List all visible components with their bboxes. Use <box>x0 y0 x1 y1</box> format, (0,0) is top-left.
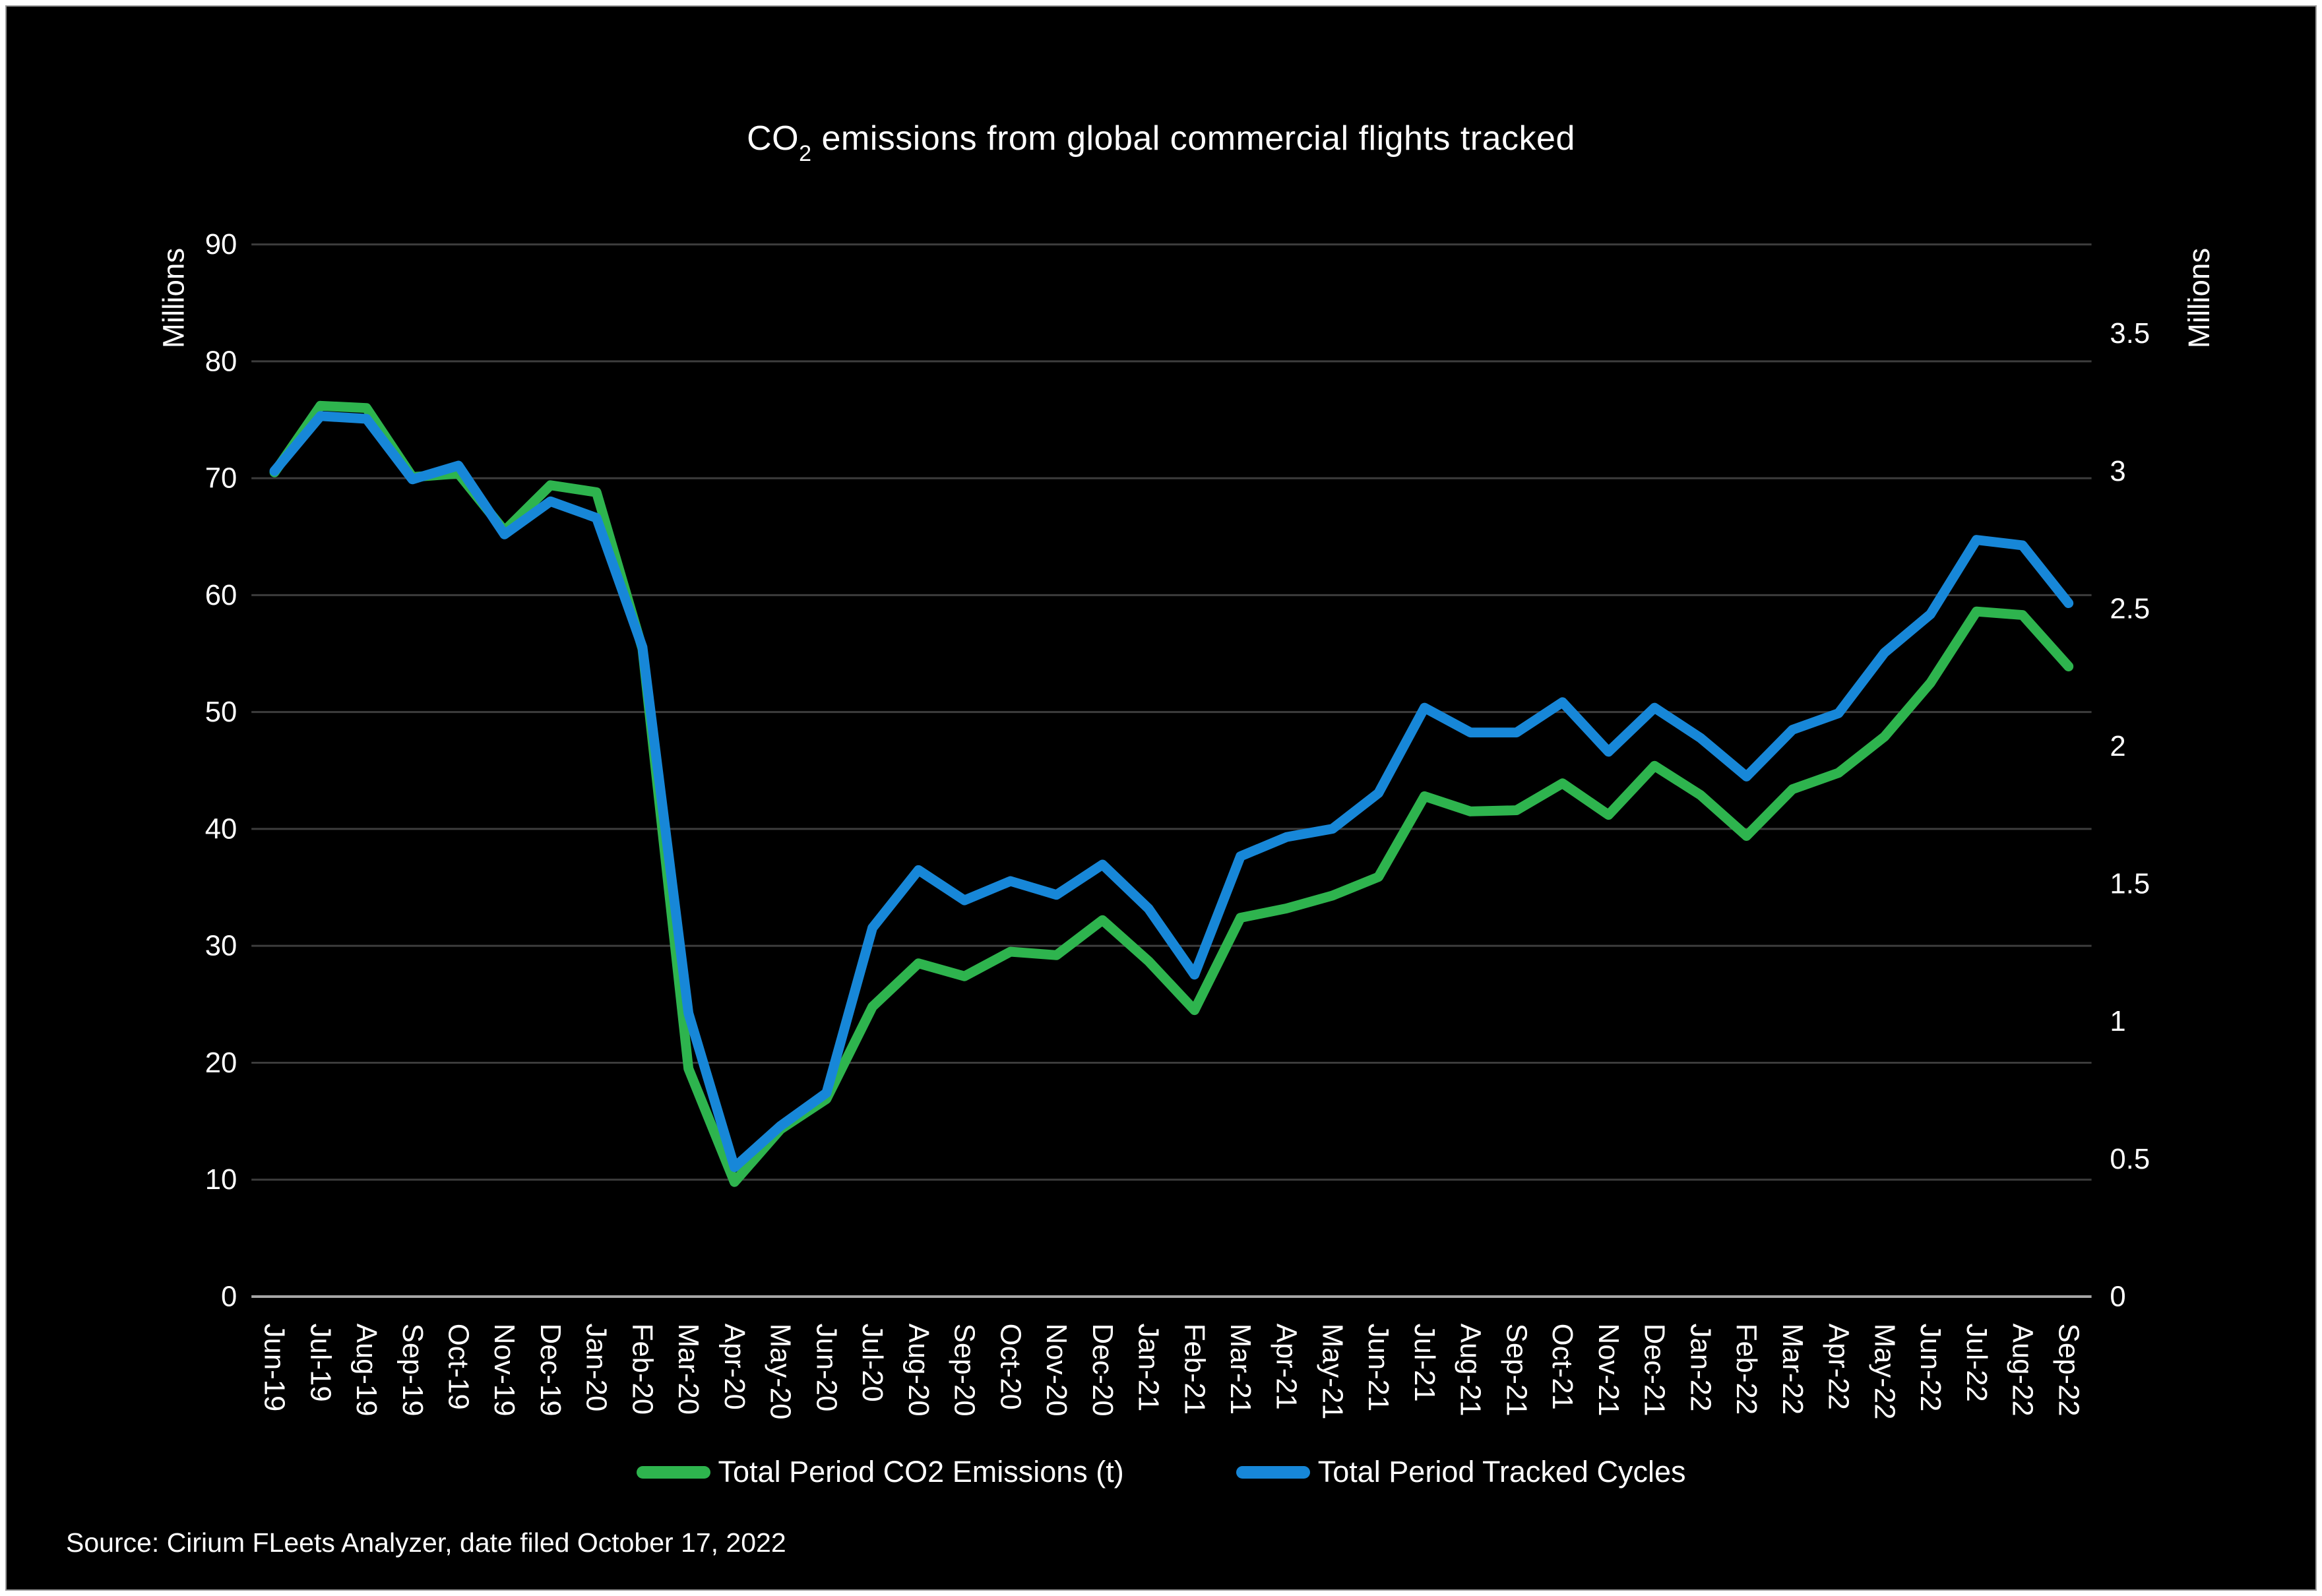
right-axis-tick-label: 3.5 <box>2110 317 2150 350</box>
left-axis-tick-label: 60 <box>205 579 237 611</box>
x-axis-month-label: Jun-20 <box>810 1324 842 1412</box>
left-axis-tick-label: 30 <box>205 930 237 962</box>
x-axis-month-label: Jul-20 <box>856 1324 889 1402</box>
x-axis-month-label: Jul-19 <box>304 1324 336 1402</box>
x-axis-month-label: Jun-21 <box>1362 1324 1395 1412</box>
right-axis-tick-label: 2.5 <box>2110 592 2150 625</box>
right-axis-tick-label: 0 <box>2110 1280 2125 1312</box>
left-axis-tick-label: 10 <box>205 1163 237 1196</box>
x-axis-month-label: Jan-21 <box>1133 1324 1165 1412</box>
legend-swatch-emissions <box>636 1465 710 1479</box>
x-axis-month-label: Sep-21 <box>1500 1324 1532 1417</box>
x-axis-month-label: Aug-21 <box>1455 1324 1487 1417</box>
x-axis-month-label: Oct-20 <box>994 1324 1026 1410</box>
x-axis-month-label: Nov-20 <box>1040 1324 1073 1417</box>
x-axis-month-label: Jun-22 <box>1914 1324 1947 1412</box>
source-note: Source: Cirium FLeets Analyzer, date fil… <box>66 1527 786 1558</box>
x-axis-month-label: Apr-22 <box>1823 1324 1855 1410</box>
legend: Total Period CO2 Emissions (t) Total Per… <box>5 1455 2317 1489</box>
left-axis-tick-label: 70 <box>205 462 237 495</box>
x-axis-month-label: Mar-22 <box>1776 1324 1809 1415</box>
x-axis-month-label: Aug-22 <box>2007 1324 2039 1417</box>
right-axis-tick-label: 0.5 <box>2110 1143 2150 1175</box>
right-axis-tick-label: 2 <box>2110 730 2125 762</box>
legend-item-co2-emissions[interactable]: Total Period CO2 Emissions (t) <box>636 1455 1124 1489</box>
x-axis-month-label: Dec-21 <box>1639 1324 1671 1417</box>
right-axis-tick-label: 1 <box>2110 1005 2125 1037</box>
legend-item-tracked-cycles[interactable]: Total Period Tracked Cycles <box>1236 1455 1686 1489</box>
chart-canvas: CO2 emissions from global commercial fli… <box>5 5 2317 1591</box>
left-axis-tick-label: 90 <box>205 228 237 261</box>
legend-label-cycles: Total Period Tracked Cycles <box>1317 1455 1686 1489</box>
x-axis-month-label: Jul-22 <box>1961 1324 1993 1402</box>
x-axis-month-label: Oct-19 <box>442 1324 474 1410</box>
x-axis-month-label: Apr-21 <box>1271 1324 1303 1410</box>
left-axis-tick-label: 40 <box>205 813 237 845</box>
legend-label-emissions: Total Period CO2 Emissions (t) <box>718 1455 1124 1489</box>
emissions-line <box>269 400 2074 1187</box>
x-axis-month-label: Sep-19 <box>396 1324 429 1417</box>
left-axis-tick-label: 50 <box>205 696 237 728</box>
x-axis-month-label: Aug-19 <box>350 1324 383 1417</box>
x-axis-month-label: Jan-20 <box>580 1324 613 1412</box>
x-axis-month-label: Mar-20 <box>672 1324 705 1415</box>
x-axis-month-label: Mar-21 <box>1224 1324 1257 1415</box>
plot-area: 0 10 20 30 40 50 60 70 80 90 0 0.5 1 1.5 2 2.5 3 3.5 Milli… <box>156 228 2216 1420</box>
left-axis-tick-label: 20 <box>205 1047 237 1079</box>
x-axis-month-label: Nov-19 <box>488 1324 520 1417</box>
left-axis-tick-label: 0 <box>221 1280 237 1312</box>
x-axis-month-label: Dec-20 <box>1086 1324 1119 1417</box>
x-axis-month-label: May-22 <box>1868 1324 1900 1420</box>
x-axis-month-label: Jun-19 <box>259 1324 291 1412</box>
x-axis-month-label: Dec-19 <box>534 1324 567 1417</box>
x-axis-month-label: Feb-22 <box>1730 1324 1763 1415</box>
x-axis-month-label: Jan-22 <box>1684 1324 1716 1412</box>
x-axis-month-label: May-20 <box>765 1324 797 1420</box>
x-axis-month-label: Feb-21 <box>1178 1324 1210 1415</box>
right-axis-tick-label: 3 <box>2110 455 2125 487</box>
x-axis-month-label: Feb-20 <box>626 1324 658 1415</box>
x-axis-month-label: May-21 <box>1316 1324 1348 1420</box>
chart-title-rest: emissions from global commercial flights… <box>811 119 1575 158</box>
left-axis-title: Millions <box>156 248 190 348</box>
x-axis-month-label: Aug-20 <box>902 1324 935 1417</box>
x-axis-month-label: Sep-22 <box>2052 1324 2085 1417</box>
x-axis-month-label: Apr-20 <box>718 1324 751 1410</box>
right-axis-title: Millions <box>2182 248 2216 348</box>
chart-title-subscript: 2 <box>799 141 812 167</box>
legend-swatch-cycles <box>1236 1465 1310 1479</box>
chart-title: CO2 emissions from global commercial fli… <box>5 119 2317 165</box>
x-axis-month-label: Sep-20 <box>949 1324 981 1417</box>
chart-title-co: CO <box>747 119 800 158</box>
x-axis-month-label: Nov-21 <box>1592 1324 1625 1417</box>
tracked-cycles-line <box>269 411 2074 1173</box>
x-axis-month-label: Jul-21 <box>1408 1324 1441 1402</box>
right-axis-tick-label: 1.5 <box>2110 868 2150 900</box>
x-axis-month-label: Oct-21 <box>1546 1324 1579 1410</box>
left-axis-tick-label: 80 <box>205 345 237 377</box>
